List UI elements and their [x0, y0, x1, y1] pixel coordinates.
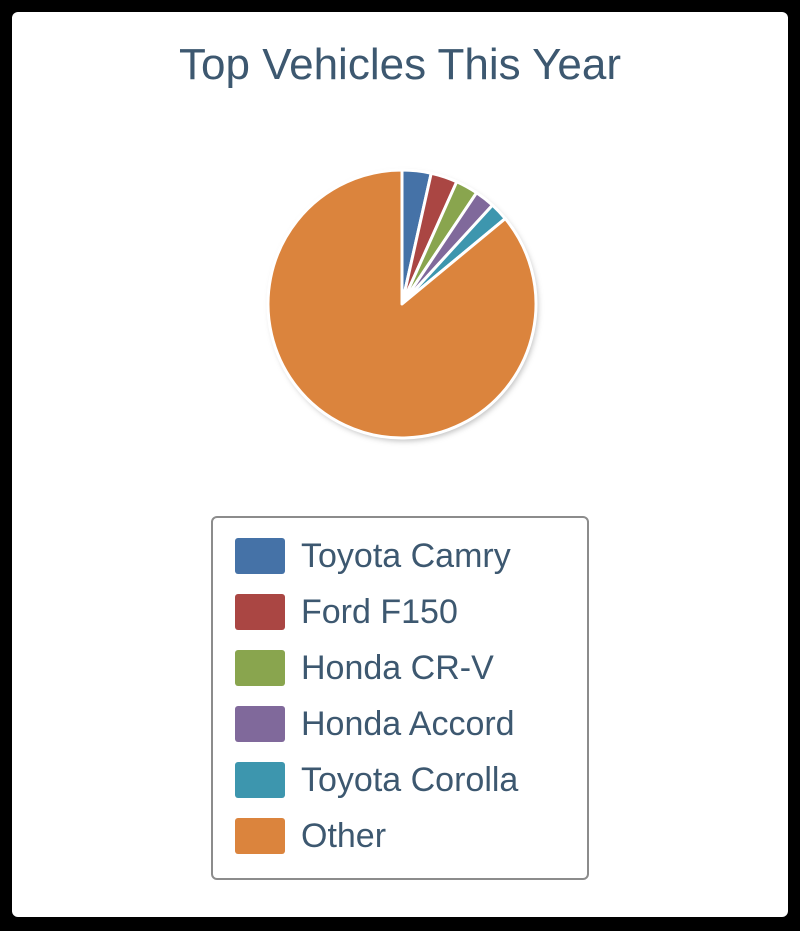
legend-item[interactable]: Ford F150 — [235, 592, 458, 632]
legend-item[interactable]: Toyota Camry — [235, 536, 511, 576]
legend-item[interactable]: Toyota Corolla — [235, 760, 518, 800]
pie-chart — [266, 168, 538, 440]
legend-label: Honda CR-V — [301, 648, 494, 687]
pie-slices — [266, 168, 538, 440]
chart-card: Top Vehicles This Year Toyota Camry Ford … — [12, 12, 788, 917]
legend: Toyota Camry Ford F150 Honda CR-V Honda Acc… — [211, 516, 589, 880]
legend-swatch — [235, 762, 285, 798]
legend-label: Toyota Corolla — [301, 760, 519, 799]
legend-label: Ford F150 — [301, 592, 458, 631]
chart-title: Top Vehicles This Year — [179, 40, 621, 89]
legend-label: Honda Accord — [301, 704, 515, 743]
legend-swatch — [235, 650, 285, 686]
legend-item[interactable]: Honda Accord — [235, 704, 515, 744]
legend-item[interactable]: Honda CR-V — [235, 648, 494, 688]
legend-swatch — [235, 594, 285, 630]
legend-swatch — [235, 538, 285, 574]
legend-swatch — [235, 706, 285, 742]
legend-item[interactable]: Other — [235, 816, 386, 856]
pie-slice-other[interactable] — [266, 168, 538, 440]
legend-swatch — [235, 818, 285, 854]
legend-label: Toyota Camry — [301, 536, 511, 575]
legend-label: Other — [301, 816, 387, 855]
